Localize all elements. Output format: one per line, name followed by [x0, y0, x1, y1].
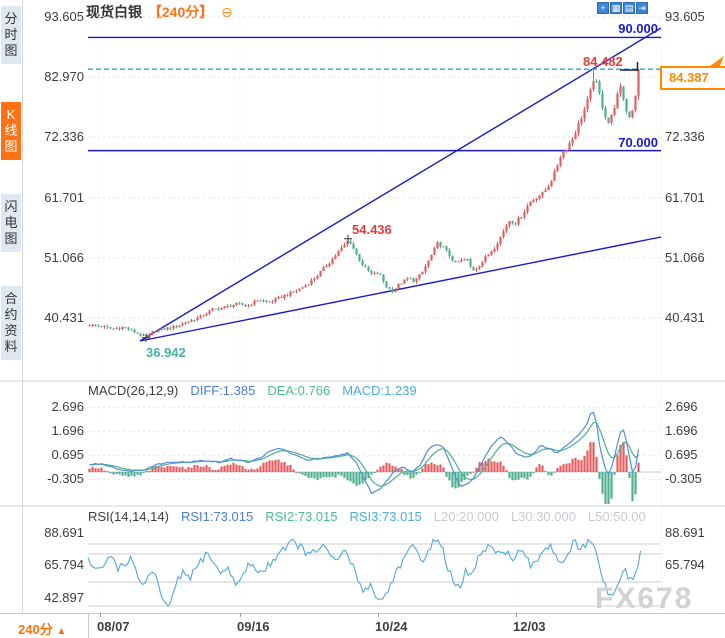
footer-divider — [0, 613, 725, 614]
date-tick-mark — [100, 613, 101, 617]
sidebar-divider — [22, 0, 23, 613]
chart-panel-icon[interactable]: ▦ — [610, 2, 622, 14]
zoom-out-icon[interactable]: ⊖ — [221, 4, 233, 20]
sidebar-tab-2[interactable]: 闪电图 — [1, 194, 21, 252]
instrument-title: 现货白银 — [86, 4, 142, 20]
date-tick-mark — [240, 613, 241, 617]
sidebar-tab-1[interactable]: K线图 — [1, 102, 21, 160]
period-selector[interactable]: 240分 ▲ — [18, 619, 66, 638]
date-tick-label: 08/07 — [97, 619, 130, 634]
export-icon[interactable]: ⇥ — [636, 2, 648, 14]
date-tick-label: 09/16 — [237, 619, 270, 634]
period-badge: 【240分】 — [147, 4, 214, 20]
date-tick-mark — [378, 613, 379, 617]
date-tick-label: 10/24 — [375, 619, 408, 634]
period-selector-label: 240分 — [18, 622, 53, 637]
sidebar-tab-3[interactable]: 合约资料 — [1, 286, 21, 360]
sidebar-tab-0[interactable]: 分时图 — [1, 6, 21, 64]
crosshair-icon[interactable]: + — [597, 2, 609, 14]
indicator-panel-icon[interactable]: ▤ — [623, 2, 635, 14]
date-tick-label: 12/03 — [513, 619, 546, 634]
watermark: FX678 — [595, 582, 694, 615]
date-tick-mark — [516, 613, 517, 617]
footer-separator — [88, 613, 89, 638]
chart-title-row: 现货白银 【240分】 ⊖ — [86, 2, 233, 22]
period-selector-arrow-icon: ▲ — [56, 626, 67, 637]
